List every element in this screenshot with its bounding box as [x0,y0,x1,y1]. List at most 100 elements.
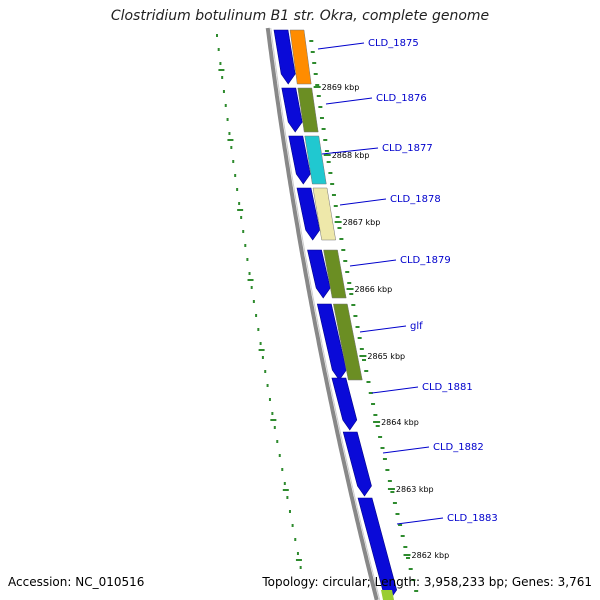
leader-line [396,517,444,525]
scale-tick [341,249,346,251]
gc-dot [217,48,220,51]
gc-dot [283,482,286,485]
gc-dot [273,426,276,429]
scale-tick [392,502,397,504]
scale-tick [371,403,376,405]
scale-tick-major [403,554,411,556]
scale-tick [343,260,348,262]
leader-line [339,198,387,206]
scale-tick [315,84,320,86]
gc-dot [242,230,245,233]
scale-tick [339,238,344,240]
scale-tick [310,51,315,53]
gene-label: glf [410,321,423,332]
scale-tick [364,370,369,372]
scale-tick [395,513,400,515]
scale-label: 2866 kbp [355,285,393,294]
scale-tick [333,205,338,207]
cds-arrow [342,431,372,497]
scale-tick [328,172,333,174]
gc-dot [286,496,289,499]
scale-tick [403,546,408,548]
leader-line [382,446,430,454]
gene-label: CLD_1878 [390,194,441,205]
scale-label: 2869 kbp [322,83,360,92]
gc-dot [216,34,218,37]
gc-dot [271,412,274,415]
gc-dot [294,538,297,541]
scale-tick [373,414,378,416]
scale-tick [408,568,413,570]
gc-dot [257,328,260,331]
gene-label: CLD_1875 [368,38,419,49]
scale-tick [319,117,324,119]
scale-tick [385,469,390,471]
scale-label: 2864 kbp [381,418,419,427]
scale-tick [355,326,360,328]
scale-tick [390,491,395,493]
map-title: Clostridium botulinum B1 str. Okra, comp… [110,8,490,24]
scale-tick [414,590,419,592]
scale-tick [368,392,373,394]
gc-dot [266,384,269,387]
gc-dot [278,454,281,457]
gene-label: CLD_1883 [447,513,498,524]
feature-bar [323,249,347,299]
gene-label: CLD_1882 [433,442,484,453]
scale-tick [362,359,367,361]
scale-tick [323,139,328,141]
gc-dot [222,90,225,93]
scale-tick-major [373,421,381,423]
gc-dot [234,174,237,177]
cds-arrow [307,249,331,299]
gene-labels: CLD_1875 CLD_1876 CLD_1877 CLD_1878 CLD_1879… [317,38,498,525]
gc-dot [248,272,251,275]
scale-tick [331,194,336,196]
scale-tick [312,62,317,64]
scale-tick [380,447,385,449]
scale-tick [375,425,380,427]
scale-tick [349,293,354,295]
scale-tick [357,337,362,339]
gc-dot [276,440,279,443]
scale-tick [335,216,340,218]
gc-dash [295,559,302,561]
scale-tick [351,304,356,306]
gc-dot [228,132,231,135]
scale-label: 2862 kbp [412,551,450,560]
gc-dash [258,349,265,351]
feature-bar [304,135,327,185]
gc-dot [268,398,271,401]
scale-tick-major [313,86,321,88]
gc-dot [291,524,294,527]
scale-ticks: 2869 kbp 2868 kbp 2867 kbp 2866 kbp 2865 kbp… [309,40,449,592]
gc-dot [226,118,229,121]
gene-label: CLD_1879 [400,255,451,266]
gc-dot [261,356,264,359]
gene-label: CLD_1877 [382,143,433,154]
scale-tick [406,557,411,559]
feature-bar [381,590,394,600]
gc-dot [252,300,255,303]
gc-dot [230,146,233,149]
gc-dash [282,489,289,491]
gc-dot [255,314,258,317]
gc-dot [299,566,302,569]
gc-dot [281,468,284,471]
feature-bar [289,29,312,85]
backbone-highlight [270,27,381,600]
leader-line [359,325,407,333]
backbone-track [265,27,381,600]
gc-dot [219,62,222,65]
scale-tick [382,458,387,460]
scale-tick [400,535,405,537]
gene-label: CLD_1881 [422,382,473,393]
scale-tick [353,315,358,317]
gc-dot [236,188,239,191]
scale-tick [321,128,326,130]
feature-track [289,29,394,600]
scale-label: 2867 kbp [343,218,381,227]
scale-tick [398,524,403,526]
scale-tick [359,348,364,350]
scale-tick-major [387,488,395,490]
